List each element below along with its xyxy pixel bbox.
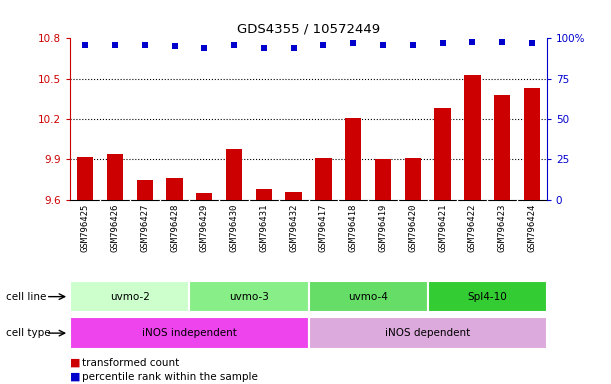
Text: GSM796432: GSM796432 bbox=[289, 204, 298, 252]
Bar bbox=[166, 178, 183, 200]
Point bbox=[80, 42, 90, 48]
Bar bbox=[404, 158, 421, 200]
Text: GSM796424: GSM796424 bbox=[527, 204, 536, 252]
Text: iNOS dependent: iNOS dependent bbox=[385, 328, 470, 338]
Point bbox=[467, 38, 477, 45]
Bar bbox=[285, 192, 302, 200]
Text: uvmo-3: uvmo-3 bbox=[229, 291, 269, 302]
Point bbox=[378, 42, 388, 48]
Text: GSM796429: GSM796429 bbox=[200, 204, 209, 252]
Point bbox=[259, 45, 269, 51]
Bar bbox=[428, 281, 547, 312]
Point bbox=[437, 40, 447, 46]
Bar bbox=[434, 108, 451, 200]
Text: GSM796426: GSM796426 bbox=[111, 204, 119, 252]
Text: GSM796418: GSM796418 bbox=[349, 204, 357, 252]
Text: GSM796431: GSM796431 bbox=[260, 204, 268, 252]
Bar bbox=[189, 281, 309, 312]
Bar bbox=[77, 157, 93, 200]
Text: GSM796419: GSM796419 bbox=[379, 204, 387, 252]
Text: uvmo-4: uvmo-4 bbox=[348, 291, 388, 302]
Point bbox=[170, 43, 180, 50]
Point bbox=[229, 42, 239, 48]
Text: GSM796417: GSM796417 bbox=[319, 204, 328, 252]
Point bbox=[140, 42, 150, 48]
Text: cell type: cell type bbox=[6, 328, 51, 338]
Point bbox=[348, 40, 358, 46]
Text: Spl4-10: Spl4-10 bbox=[467, 291, 507, 302]
Point bbox=[289, 45, 299, 51]
Text: GSM796430: GSM796430 bbox=[230, 204, 238, 252]
Text: GSM796425: GSM796425 bbox=[81, 204, 90, 252]
Bar bbox=[309, 281, 428, 312]
Bar bbox=[255, 189, 272, 200]
Text: iNOS independent: iNOS independent bbox=[142, 328, 237, 338]
Bar bbox=[226, 149, 243, 200]
Text: uvmo-2: uvmo-2 bbox=[110, 291, 150, 302]
Point bbox=[497, 38, 507, 45]
Title: GDS4355 / 10572449: GDS4355 / 10572449 bbox=[237, 23, 380, 36]
Bar bbox=[70, 318, 309, 349]
Point bbox=[408, 42, 418, 48]
Bar bbox=[494, 95, 510, 200]
Text: transformed count: transformed count bbox=[82, 358, 180, 368]
Text: GSM796427: GSM796427 bbox=[141, 204, 149, 252]
Text: GSM796428: GSM796428 bbox=[170, 204, 179, 252]
Text: GSM796420: GSM796420 bbox=[408, 204, 417, 252]
Text: GSM796422: GSM796422 bbox=[468, 204, 477, 252]
Point bbox=[318, 42, 328, 48]
Text: cell line: cell line bbox=[6, 291, 46, 302]
Bar bbox=[345, 118, 362, 200]
Text: GSM796421: GSM796421 bbox=[438, 204, 447, 252]
Bar bbox=[309, 318, 547, 349]
Text: GSM796423: GSM796423 bbox=[498, 204, 507, 252]
Text: ■: ■ bbox=[70, 372, 81, 382]
Bar bbox=[136, 180, 153, 200]
Point bbox=[110, 42, 120, 48]
Point bbox=[527, 40, 537, 46]
Bar bbox=[196, 193, 213, 200]
Point bbox=[199, 45, 209, 51]
Bar bbox=[70, 281, 189, 312]
Bar bbox=[107, 154, 123, 200]
Bar bbox=[464, 75, 481, 200]
Bar bbox=[524, 88, 540, 200]
Text: percentile rank within the sample: percentile rank within the sample bbox=[82, 372, 258, 382]
Text: ■: ■ bbox=[70, 358, 81, 368]
Bar bbox=[375, 159, 391, 200]
Bar bbox=[315, 158, 332, 200]
